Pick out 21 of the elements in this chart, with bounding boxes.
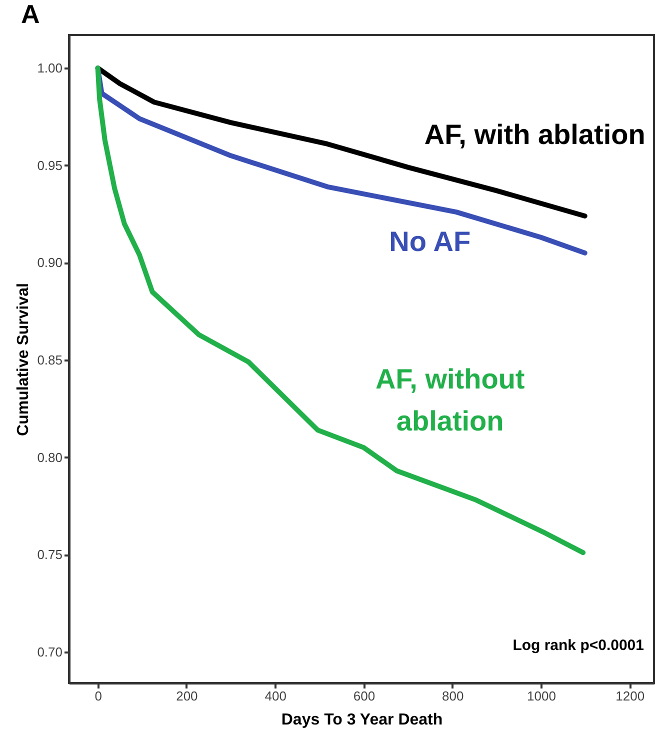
y-axis-title: Cumulative Survival bbox=[15, 283, 32, 436]
y-tick-label: 1.00 bbox=[37, 60, 62, 76]
x-tick-label: 600 bbox=[353, 688, 376, 704]
x-tick-label: 0 bbox=[94, 688, 102, 704]
x-tick-label: 800 bbox=[442, 688, 464, 704]
annotation: Log rank p<0.0001 bbox=[512, 637, 644, 654]
y-tick-label: 0.80 bbox=[37, 450, 62, 465]
y-tick-label: 0.75 bbox=[37, 547, 62, 562]
y-tick-label: 0.85 bbox=[37, 352, 62, 368]
x-tick-label: 1200 bbox=[616, 688, 645, 704]
y-tick-label: 0.95 bbox=[37, 158, 62, 173]
series-label: AF, without ablation bbox=[375, 364, 525, 437]
text: A bbox=[21, 0, 40, 29]
x-tick-label: 200 bbox=[176, 688, 198, 704]
x-tick-label: 1000 bbox=[527, 688, 556, 704]
series-label: AF, with ablation bbox=[424, 118, 646, 150]
x-tick-label: 400 bbox=[264, 688, 286, 704]
series-label: No AF bbox=[389, 226, 471, 257]
y-tick-label: 0.70 bbox=[37, 644, 62, 660]
x-axis-title: Days To 3 Year Death bbox=[281, 712, 443, 728]
y-tick-label: 0.90 bbox=[37, 255, 62, 270]
